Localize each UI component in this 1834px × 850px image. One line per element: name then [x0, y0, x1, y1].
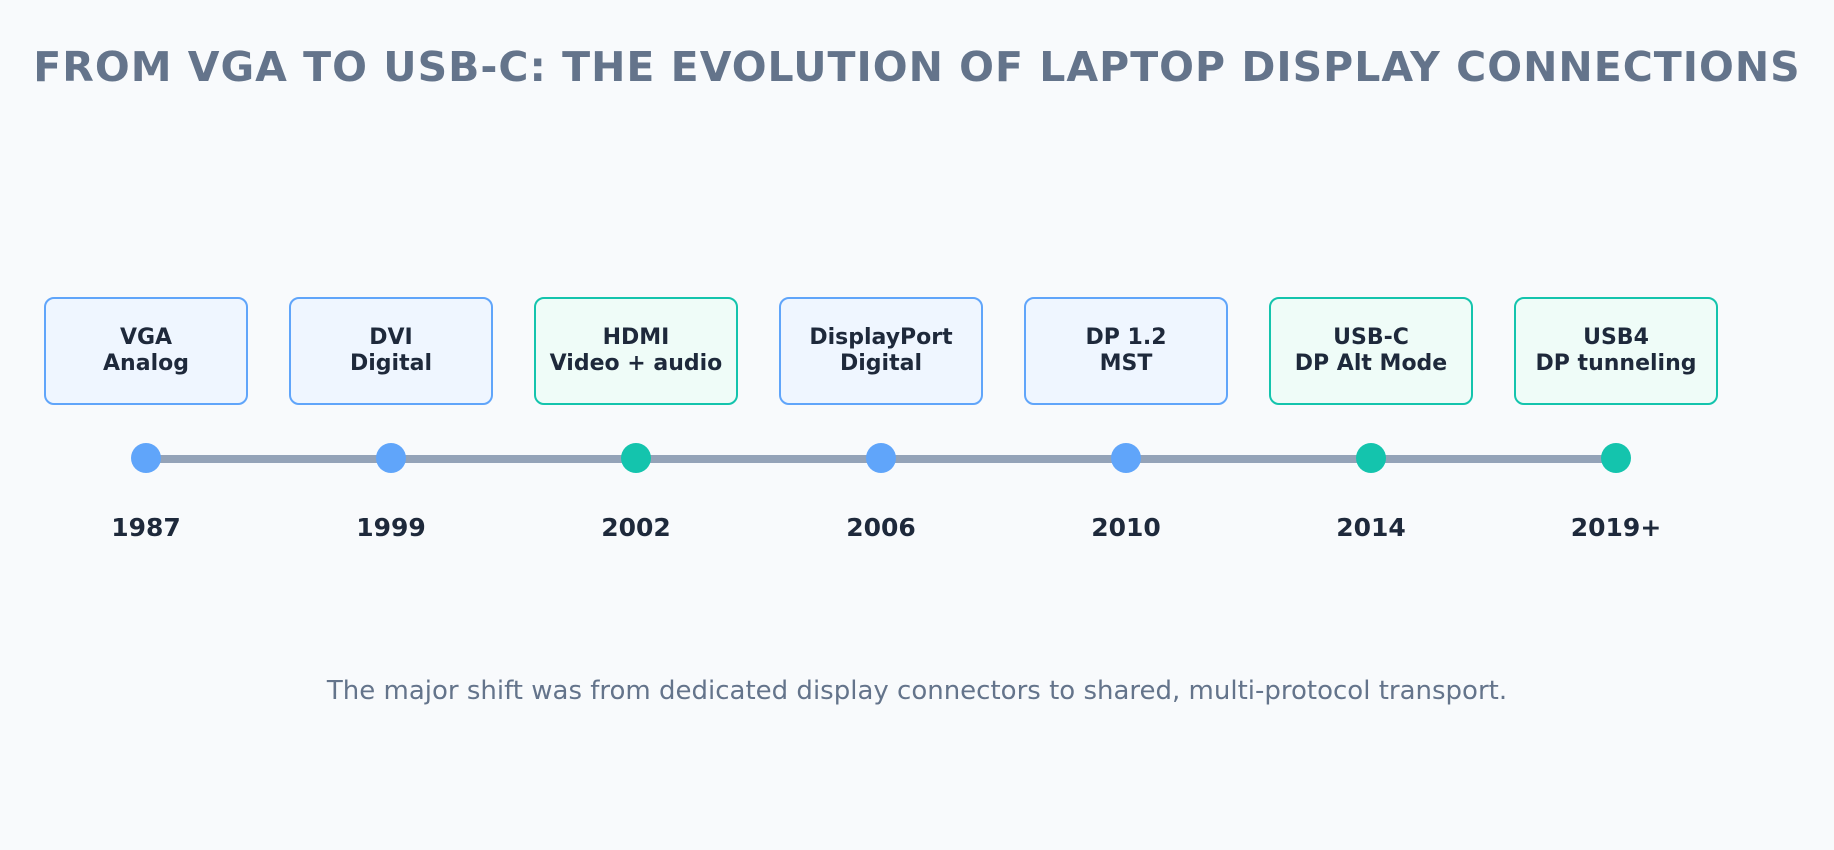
milestone-card: DisplayPort Digital — [779, 297, 983, 405]
milestone-card: USB4 DP tunneling — [1514, 297, 1718, 405]
milestone-usb-c: USB-C DP Alt Mode 2014 — [1269, 0, 1473, 560]
milestone-dot — [1356, 443, 1386, 473]
milestone-name: USB-C — [1333, 325, 1409, 350]
caption: The major shift was from dedicated displ… — [326, 676, 1508, 706]
milestone-usb4: USB4 DP tunneling 2019+ — [1514, 0, 1718, 560]
milestone-detail: Video + audio — [549, 351, 723, 376]
milestone-hdmi: HDMI Video + audio 2002 — [534, 0, 738, 560]
milestone-dvi: DVI Digital 1999 — [289, 0, 493, 560]
milestone-vga: VGA Analog 1987 — [44, 0, 248, 560]
milestone-name: HDMI — [602, 325, 670, 350]
milestone-year: 1987 — [111, 513, 181, 542]
milestone-name: USB4 — [1583, 325, 1649, 350]
milestone-detail: MST — [1099, 351, 1153, 376]
milestone-card: DP 1.2 MST — [1024, 297, 1228, 405]
milestone-year: 2002 — [601, 513, 671, 542]
milestone-card: VGA Analog — [44, 297, 248, 405]
milestone-card: DVI Digital — [289, 297, 493, 405]
milestone-dot — [866, 443, 896, 473]
milestone-dot — [376, 443, 406, 473]
milestone-dot — [1111, 443, 1141, 473]
milestone-card: USB-C DP Alt Mode — [1269, 297, 1473, 405]
milestone-displayport: DisplayPort Digital 2006 — [779, 0, 983, 560]
milestone-detail: DP Alt Mode — [1294, 351, 1448, 376]
milestone-name: DVI — [369, 325, 413, 350]
milestone-name: DP 1.2 — [1085, 325, 1167, 350]
milestone-year: 2019+ — [1570, 513, 1662, 542]
milestone-name: VGA — [119, 325, 173, 350]
milestone-detail: Digital — [350, 351, 432, 376]
milestone-year: 1999 — [356, 513, 426, 542]
diagram-title: FROM VGA TO USB-C: THE EVOLUTION OF LAPT… — [33, 43, 1801, 91]
milestone-detail: Analog — [103, 351, 189, 376]
milestone-year: 2006 — [846, 513, 916, 542]
milestone-year: 2014 — [1336, 513, 1406, 542]
milestone-dot — [621, 443, 651, 473]
milestone-detail: DP tunneling — [1535, 351, 1697, 376]
milestone-dot — [131, 443, 161, 473]
milestone-dp-1-2: DP 1.2 MST 2010 — [1024, 0, 1228, 560]
milestone-year: 2010 — [1091, 513, 1161, 542]
milestone-name: DisplayPort — [809, 325, 953, 350]
milestone-card: HDMI Video + audio — [534, 297, 738, 405]
milestone-detail: Digital — [840, 351, 922, 376]
milestone-dot — [1601, 443, 1631, 473]
